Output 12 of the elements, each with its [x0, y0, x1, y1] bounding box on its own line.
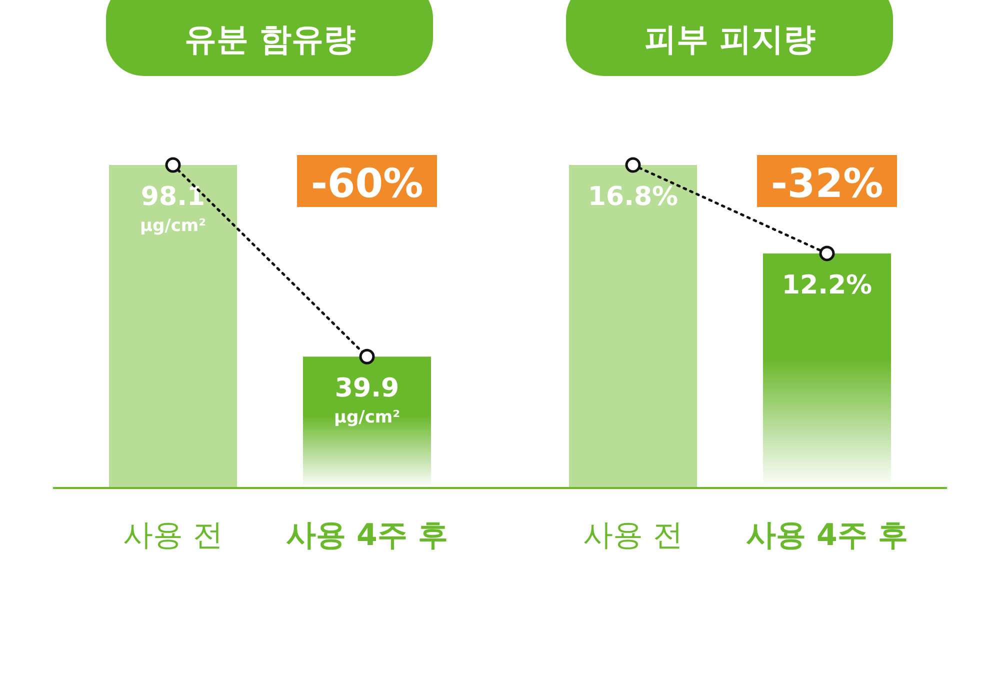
x-tick-label: 사용 전 — [123, 518, 223, 553]
annotation: -32% — [770, 161, 884, 207]
x-tick-label: 사용 4주 후 — [286, 518, 448, 553]
data-label: 16.8% — [588, 182, 678, 212]
data-label: 98.1 μg/cm² — [140, 182, 206, 236]
data-label: 39.9 μg/cm² — [334, 374, 400, 428]
chart-title: 피부 피지량 — [644, 20, 816, 58]
x-tick-label: 사용 4주 후 — [746, 518, 908, 553]
annotation: -60% — [310, 161, 424, 207]
chart-title: 유분 함유량 — [184, 20, 356, 58]
x-tick-label: 사용 전 — [583, 518, 683, 553]
data-label: 12.2% — [782, 270, 872, 300]
